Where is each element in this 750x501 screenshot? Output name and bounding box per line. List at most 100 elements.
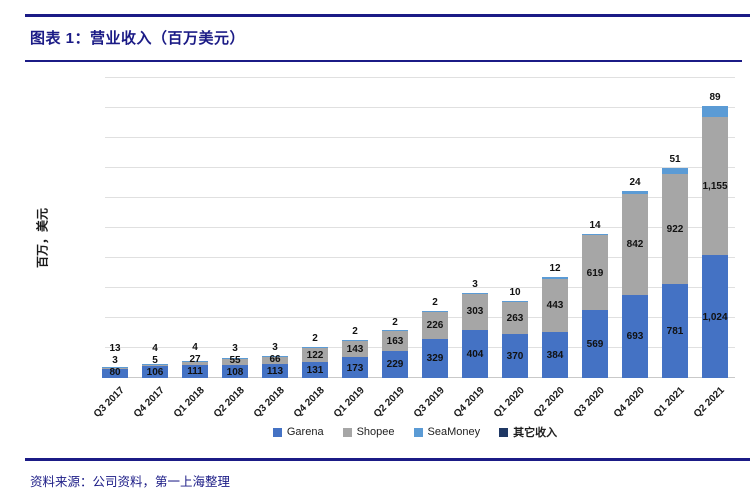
bar-q4-2018: 131 122 2 (302, 78, 328, 378)
x-axis-line (105, 377, 735, 378)
bar-segment-seamoney (462, 292, 488, 294)
bar-segment-garena (182, 364, 208, 378)
data-label: 842 (626, 239, 644, 251)
data-label: 51 (669, 153, 681, 165)
bar-segment-shopee (342, 340, 368, 358)
data-label: 3 (272, 342, 278, 354)
bar-segment-seamoney (342, 339, 368, 341)
bar-segment-shopee (262, 356, 288, 365)
data-label: 122 (306, 349, 324, 361)
gridline (105, 107, 735, 108)
chart-title: 图表 1：营业收入（百万美元） (30, 30, 246, 47)
bar-segment-seamoney (502, 300, 528, 303)
gridline (105, 197, 735, 198)
x-tick-label: Q1 2021 (651, 385, 687, 420)
bar-segment-garena (222, 365, 248, 378)
gridline (105, 167, 735, 168)
data-label: 2 (432, 297, 438, 309)
gridline (105, 257, 735, 258)
data-label: 80 (109, 367, 121, 378)
data-label: 1,024 (702, 311, 728, 323)
data-label: 781 (666, 326, 684, 338)
bar-segment-shopee (622, 193, 648, 295)
bar-segment-seamoney (182, 360, 208, 362)
bar-segment-shopee (662, 173, 688, 285)
bar-segment-seamoney (382, 330, 408, 331)
x-tick-label: Q4 2020 (611, 385, 647, 420)
bar-segment-garena (262, 364, 288, 378)
legend-item-garena: Garena (272, 426, 324, 438)
gridline (105, 347, 735, 348)
x-tick-label: Q2 2021 (691, 385, 727, 420)
gridline (105, 317, 735, 318)
bar-segment-seamoney (222, 357, 248, 359)
source-note: 资料来源：公司资料，第一上海整理 (30, 475, 231, 489)
x-tick-label: Q2 2020 (531, 385, 567, 420)
data-label: 2 (352, 325, 358, 337)
x-tick-label: Q4 2017 (131, 385, 167, 420)
data-label: 10 (509, 286, 521, 298)
x-tick-label: Q4 2019 (451, 385, 487, 420)
bar-segment-seamoney (302, 347, 328, 348)
data-label: 263 (506, 312, 524, 324)
data-label: 329 (426, 353, 444, 365)
bar-segment-garena (102, 368, 128, 378)
bar-q4-2019: 404 303 3 (462, 78, 488, 378)
data-label: 13 (109, 343, 121, 354)
legend-item-seamoney: SeaMoney (413, 426, 480, 438)
data-label: 693 (626, 331, 644, 343)
legend: Garena Shopee SeaMoney 其它收入 (95, 424, 735, 440)
data-label: 3 (112, 355, 118, 366)
bar-segment-garena (142, 365, 168, 378)
bar-q3-2018: 113 66 3 (262, 78, 288, 378)
x-tick-label: Q1 2019 (331, 385, 367, 420)
data-label: 5 (152, 354, 158, 366)
bar-segment-seamoney (102, 366, 128, 369)
bar-segment-shopee (222, 358, 248, 366)
x-tick-label: Q1 2018 (171, 385, 207, 420)
legend-label: Shopee (356, 426, 395, 438)
bar-q2-2018: 108 55 3 (222, 78, 248, 378)
bar-segment-garena (302, 362, 328, 378)
data-label: 55 (229, 354, 241, 366)
data-label: 3 (472, 278, 478, 290)
bar-segment-seamoney (582, 233, 608, 236)
top-divider (25, 14, 750, 17)
legend-marker-icon (499, 427, 509, 437)
bar-q2-2020: 384 443 12 (542, 78, 568, 378)
data-label: 2 (312, 333, 318, 345)
x-tick-label: Q3 2019 (411, 385, 447, 420)
x-tick-label: Q3 2018 (251, 385, 287, 420)
data-label: 113 (266, 366, 284, 378)
data-label: 4 (192, 342, 198, 354)
y-axis-label: 百万，美元 (35, 207, 50, 269)
data-label: 229 (386, 359, 404, 371)
bar-segment-shopee (142, 364, 168, 366)
bar-q4-2020: 693 842 24 (622, 78, 648, 378)
bar-segment-garena (702, 255, 728, 378)
data-label: 384 (546, 349, 564, 361)
bar-q4-2017: 106 5 4 (142, 78, 168, 378)
bar-segment-shopee (182, 361, 208, 365)
x-tick-label: Q4 2018 (291, 385, 327, 420)
data-label: 14 (589, 219, 601, 231)
bar-segment-shopee (382, 330, 408, 351)
data-label: 24 (629, 176, 641, 188)
bar-segment-garena (622, 294, 648, 378)
bar-segment-seamoney (142, 364, 168, 365)
bar-segment-shopee (702, 116, 728, 256)
data-label: 108 (226, 366, 244, 378)
bar-segment-garena (542, 331, 568, 378)
bar-segment-shopee (422, 311, 448, 339)
bar-segment-garena (382, 350, 408, 378)
data-label: 619 (586, 267, 604, 279)
bar-segment-garena (462, 329, 488, 378)
x-tick-label: Q3 2017 (91, 385, 127, 420)
data-label: 173 (346, 362, 364, 374)
bar-q1-2018: 111 27 4 (182, 78, 208, 378)
x-tick-label: Q2 2019 (371, 385, 407, 420)
bar-segment-garena (342, 357, 368, 378)
bar-segment-garena (662, 284, 688, 378)
legend-label: 其它收入 (513, 427, 558, 439)
bar-segment-garena (422, 338, 448, 378)
